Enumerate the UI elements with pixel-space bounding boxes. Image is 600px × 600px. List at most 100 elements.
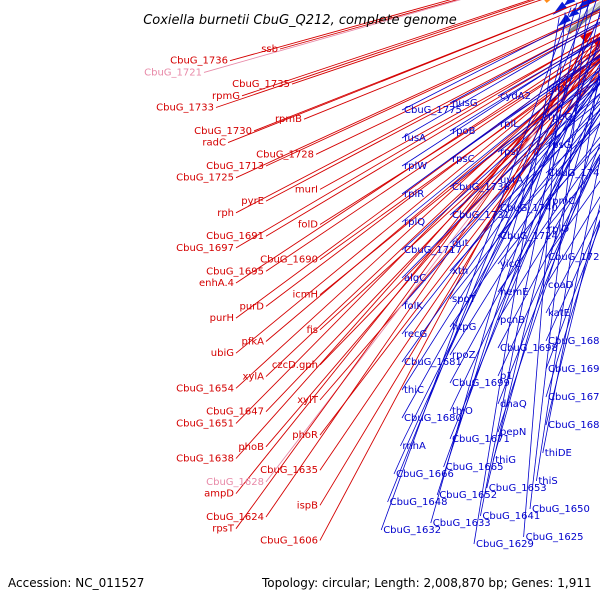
right-gene-label: thiG: [495, 455, 516, 466]
right-label-leader: [449, 103, 600, 272]
right-gene-label: algC: [404, 273, 426, 284]
label-layer: ssbCbuG_1736CbuG_1721CbuG_1735rpmGCbuG_1…: [144, 44, 600, 550]
right-label-leader: [545, 180, 600, 258]
left-gene-label: phoR: [292, 430, 318, 441]
right-gene-label: uvrA: [500, 175, 523, 186]
right-label-leader: [497, 56, 600, 125]
right-gene-label: CbuG_1652: [439, 490, 497, 501]
right-label-leader: [497, 143, 600, 405]
right-label-leader: [401, 81, 600, 307]
right-label-leader: [401, 49, 600, 195]
right-gene-label: CbuG_1746: [548, 168, 600, 179]
right-gene-label: CbuG_1666: [396, 469, 454, 480]
right-gene-label: CbuG_1729: [548, 252, 600, 263]
right-label-leader: [545, 223, 600, 370]
right-label-leader: [529, 0, 589, 510]
left-label-leader: [241, 0, 532, 97]
left-label-leader: [265, 59, 600, 342]
right-label-leader: [545, 203, 600, 426]
right-gene-label: CbuG_1671: [452, 434, 510, 445]
left-label-leader: [265, 46, 600, 272]
right-label-leader: [480, 0, 584, 517]
feature-block: [542, 0, 556, 3]
right-gene-label: CbuG_1653: [489, 483, 547, 494]
right-gene-label: CbuG_1686: [548, 420, 600, 431]
right-label-leader: [449, 113, 600, 328]
right-label-leader: [523, 12, 566, 538]
right-gene-label: spoT: [452, 294, 477, 305]
right-gene-label: CbuG_1775: [404, 105, 462, 116]
cds-feature-forward: [563, 0, 576, 6]
left-gene-label: ampD: [204, 489, 234, 500]
right-gene-label: CbuG_1731: [452, 210, 510, 221]
right-label-leader: [449, 38, 600, 132]
right-gene-label: CbuG_1679: [548, 392, 600, 403]
right-label-leader: [401, 60, 600, 223]
right-gene-label: CbuG_1738: [452, 182, 510, 193]
left-gene-label: murI: [295, 184, 318, 195]
left-gene-label: CbuG_1624: [206, 512, 264, 523]
left-gene-label: CbuG_1733: [156, 103, 214, 114]
right-label-leader: [497, 123, 600, 237]
left-gene-label: CbuG_1695: [206, 266, 264, 277]
left-label-leader: [279, 0, 458, 50]
left-gene-label: CbuG_1713: [206, 161, 264, 172]
left-gene-label: CbuG_1728: [256, 149, 314, 160]
left-gene-label: icmH: [292, 290, 318, 301]
right-gene-label: katE: [548, 308, 570, 319]
left-gene-label: radC: [202, 138, 226, 149]
left-label-leader: [319, 69, 600, 436]
right-label-leader: [449, 113, 600, 356]
cds-feature-forward: [568, 7, 580, 18]
right-gene-label: rplQ: [404, 217, 425, 228]
left-label-leader: [315, 17, 600, 155]
right-label-leader: [449, 54, 600, 160]
right-label-leader: [545, 162, 600, 230]
right-label-leader: [536, 62, 600, 482]
right-gene-label: CbuG_1740: [500, 203, 558, 214]
left-gene-label: CbuG_1735: [232, 79, 290, 90]
right-gene-label: CbuG_1717: [404, 245, 462, 256]
right-label-leader: [401, 63, 600, 419]
left-label-leader: [291, 0, 542, 85]
right-gene-label: thiC: [404, 385, 424, 396]
right-gene-label: gltX: [548, 84, 568, 95]
left-gene-label: CbuG_1730: [194, 126, 252, 137]
right-label-leader: [497, 153, 600, 377]
right-label-leader: [401, 36, 600, 167]
right-label-leader: [473, 17, 560, 545]
right-label-leader: [449, 109, 600, 300]
left-gene-label: CbuG_1721: [144, 67, 202, 78]
left-gene-label: CbuG_1628: [206, 477, 264, 488]
right-label-leader: [401, 69, 600, 251]
map-title: Coxiella burnetii CbuG_Q212, complete ge…: [143, 13, 457, 28]
left-gene-label: xylA: [243, 372, 265, 383]
left-gene-label: purD: [240, 301, 265, 312]
left-gene-label: CbuG_1606: [260, 535, 318, 546]
right-label-leader: [443, 37, 600, 468]
right-label-leader: [542, 156, 600, 454]
right-label-leader: [497, 120, 600, 433]
right-gene-label: rpsG: [548, 140, 571, 151]
left-label-leader: [215, 0, 536, 108]
right-gene-label: CbuG_1633: [433, 518, 491, 529]
right-gene-label: CbuG_1629: [476, 539, 534, 550]
right-gene-label: CbuG_1680: [404, 413, 462, 424]
right-gene-label: CbuG_1648: [390, 497, 448, 508]
left-label-leader: [235, 39, 593, 529]
left-label-leader: [229, 0, 451, 62]
left-gene-label: CbuG_1638: [176, 454, 234, 465]
right-label-leader: [497, 75, 600, 153]
left-gene-label: CbuG_1725: [176, 173, 234, 184]
left-label-leader: [235, 53, 600, 354]
label-leader-layer: [203, 0, 600, 545]
left-gene-label: CbuG_1697: [176, 243, 234, 254]
left-label-leader: [235, 41, 600, 284]
right-gene-label: hemE: [500, 287, 529, 298]
right-gene-label: htpG: [452, 322, 476, 333]
left-gene-label: CbuG_1690: [260, 255, 318, 266]
left-label-leader: [319, 66, 600, 296]
left-gene-label: purH: [210, 313, 234, 324]
right-label-leader: [380, 7, 572, 531]
